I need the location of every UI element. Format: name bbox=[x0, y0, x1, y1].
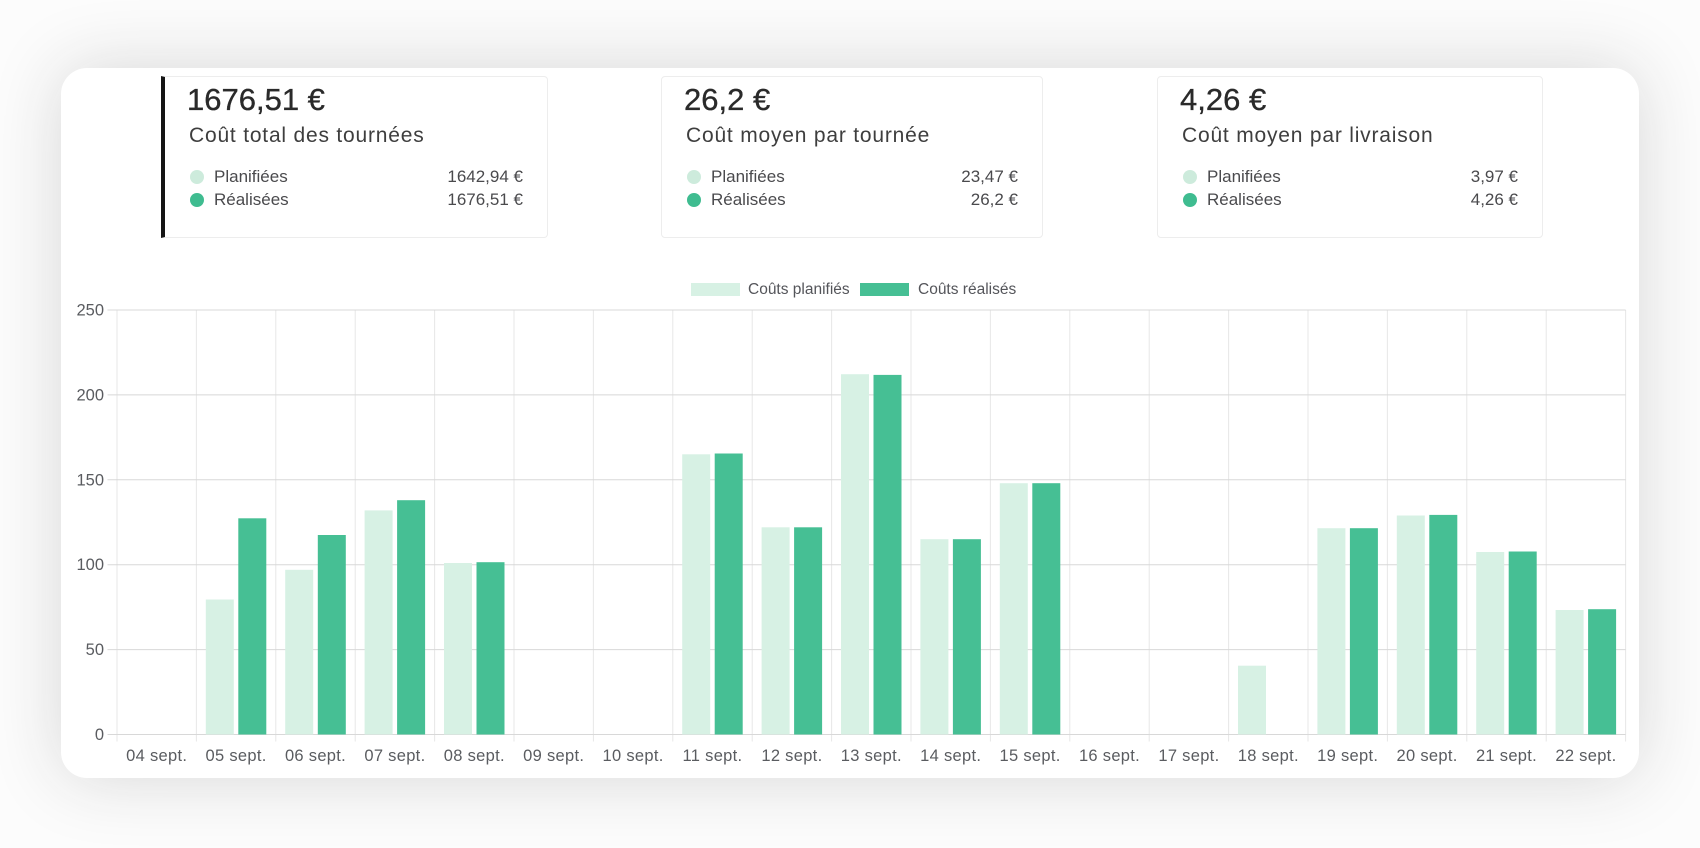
svg-text:04 sept.: 04 sept. bbox=[126, 747, 187, 765]
svg-text:14 sept.: 14 sept. bbox=[920, 747, 981, 765]
svg-text:11 sept.: 11 sept. bbox=[683, 747, 743, 765]
svg-text:0: 0 bbox=[95, 726, 104, 744]
svg-text:150: 150 bbox=[76, 471, 104, 489]
svg-text:13 sept.: 13 sept. bbox=[841, 747, 902, 765]
svg-text:50: 50 bbox=[86, 641, 104, 659]
svg-text:250: 250 bbox=[76, 302, 104, 320]
svg-text:07 sept.: 07 sept. bbox=[364, 747, 425, 765]
svg-text:05 sept.: 05 sept. bbox=[206, 747, 267, 765]
svg-text:22 sept.: 22 sept. bbox=[1555, 747, 1616, 765]
svg-text:16 sept.: 16 sept. bbox=[1079, 747, 1140, 765]
svg-text:06 sept.: 06 sept. bbox=[285, 747, 346, 765]
svg-text:20 sept.: 20 sept. bbox=[1397, 747, 1458, 765]
svg-text:09 sept.: 09 sept. bbox=[523, 747, 584, 765]
svg-text:12 sept.: 12 sept. bbox=[761, 747, 822, 765]
svg-text:15 sept.: 15 sept. bbox=[1000, 747, 1061, 765]
svg-text:17 sept.: 17 sept. bbox=[1158, 747, 1219, 765]
svg-text:100: 100 bbox=[76, 556, 104, 574]
svg-text:21 sept.: 21 sept. bbox=[1476, 747, 1537, 765]
svg-text:10 sept.: 10 sept. bbox=[603, 747, 664, 765]
svg-text:200: 200 bbox=[76, 386, 104, 404]
svg-text:08 sept.: 08 sept. bbox=[444, 747, 505, 765]
svg-text:18 sept.: 18 sept. bbox=[1238, 747, 1299, 765]
svg-text:19 sept.: 19 sept. bbox=[1317, 747, 1378, 765]
